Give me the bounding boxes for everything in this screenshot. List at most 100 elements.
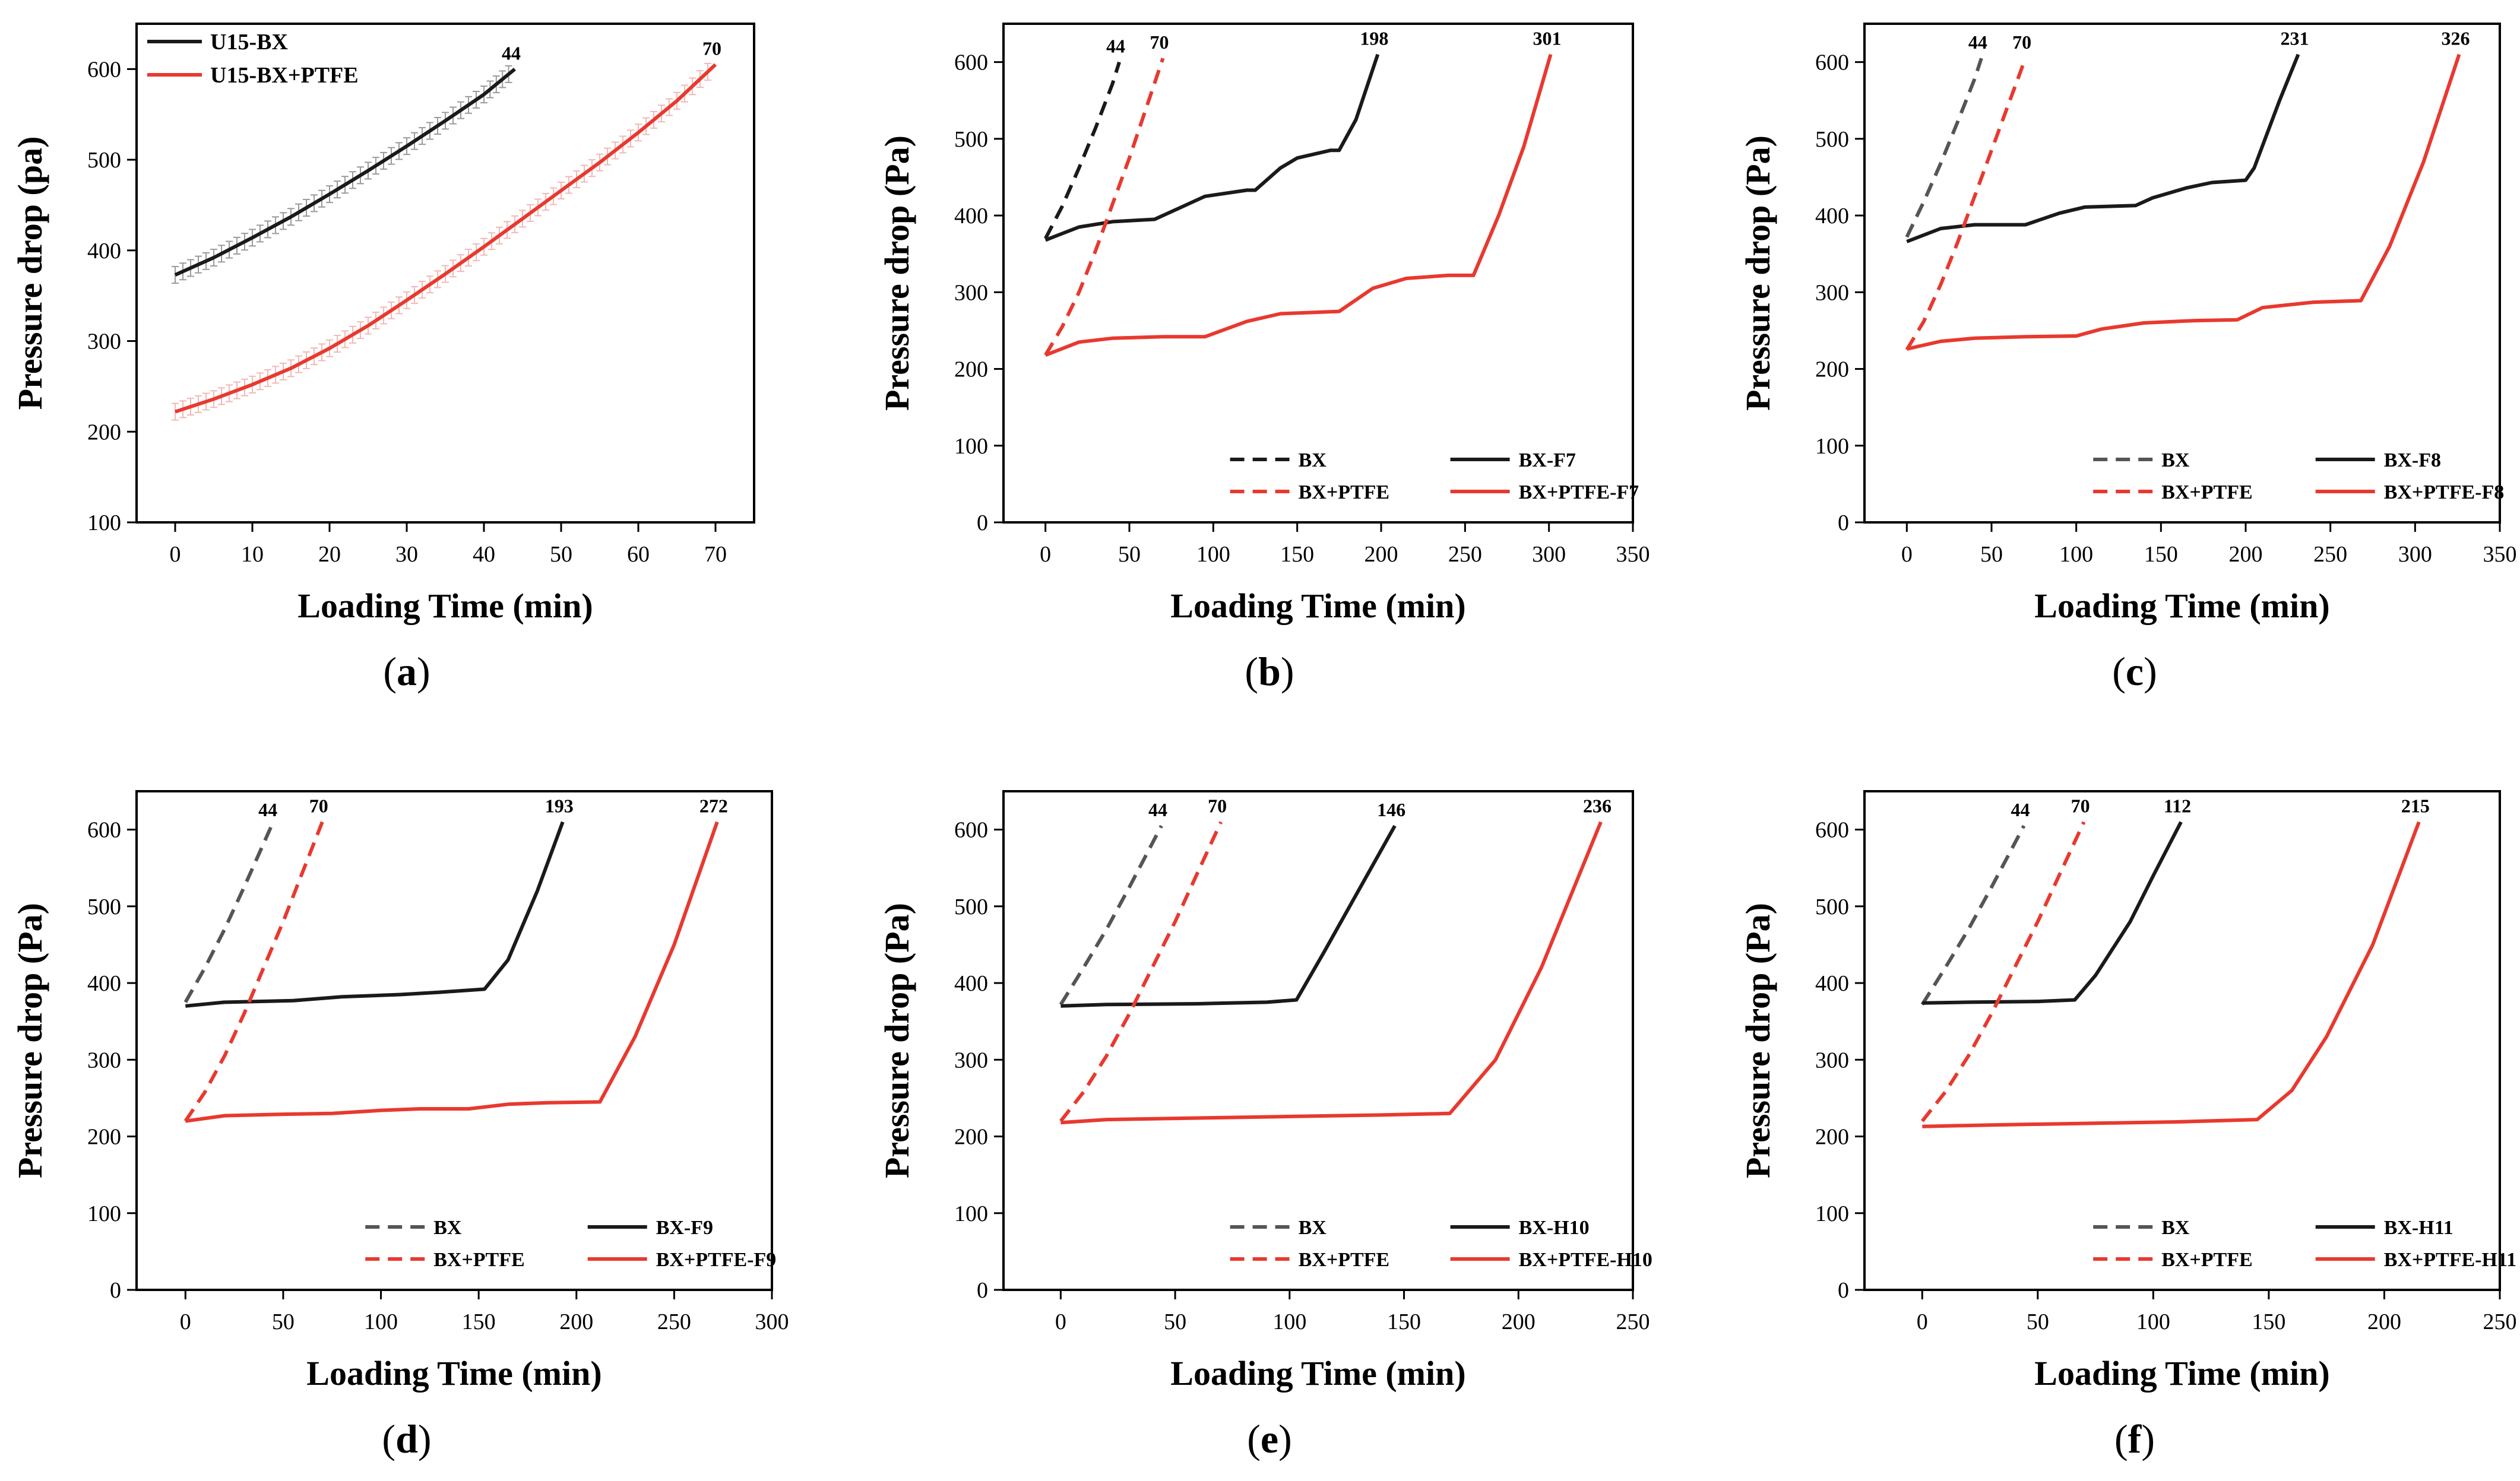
plot-frame bbox=[135, 23, 755, 524]
series-line bbox=[1044, 53, 1553, 357]
end-point-label: 301 bbox=[1533, 28, 1561, 49]
y-tick-label: 300 bbox=[87, 1048, 121, 1073]
y-tick-label: 0 bbox=[1838, 1278, 1849, 1303]
x-tick-label: 250 bbox=[1448, 542, 1482, 567]
x-axis-label: Loading Time (min) bbox=[1170, 1354, 1465, 1393]
x-tick-label: 300 bbox=[755, 1309, 789, 1334]
legend-label: U15-BX bbox=[210, 30, 288, 55]
x-tick-label: 0 bbox=[1055, 1309, 1066, 1334]
x-tick-label: 150 bbox=[2252, 1309, 2285, 1334]
x-axis-label: Loading Time (min) bbox=[306, 1354, 601, 1393]
end-point-label: 198 bbox=[1360, 28, 1388, 49]
x-tick-label: 50 bbox=[550, 542, 572, 567]
chart-c: 0 50 100 150 200 250 300 350 0 100 200 300 400 500 600… bbox=[1739, 23, 2517, 625]
series-line bbox=[175, 63, 717, 414]
series-BX+PTFE-F9: 272 bbox=[185, 795, 728, 1123]
end-point-label: 70 bbox=[309, 795, 328, 817]
x-tick-label: 300 bbox=[2398, 542, 2432, 567]
panel-caption-a: (a) bbox=[383, 649, 430, 694]
legend-label: BX+PTFE-F7 bbox=[1519, 481, 1639, 503]
series-line bbox=[1905, 58, 2027, 351]
series-line bbox=[1906, 53, 2300, 243]
legend: BX BX-F9 BX+PTFE BX+PTFE-F9 bbox=[365, 1217, 776, 1271]
series-line bbox=[1044, 61, 1121, 240]
x-tick-label: 0 bbox=[180, 1309, 191, 1334]
x-tick-label: 300 bbox=[1532, 542, 1566, 567]
y-axis-label: Pressure drop (Pa) bbox=[878, 135, 916, 411]
legend-label: BX+PTFE-F8 bbox=[2384, 481, 2505, 503]
y-tick-label: 500 bbox=[87, 148, 121, 173]
series-line bbox=[183, 821, 324, 1122]
x-tick-label: 200 bbox=[1365, 542, 1398, 567]
x-tick-label: 20 bbox=[318, 542, 341, 567]
series-U15-BX: 44 bbox=[172, 42, 521, 284]
y-tick-label: 0 bbox=[1838, 510, 1849, 535]
end-point-label: 70 bbox=[702, 38, 721, 59]
y-axis-label: Pressure drop (Pa) bbox=[1739, 135, 1777, 411]
series-BX+PTFE: 70 bbox=[1920, 795, 2090, 1122]
x-tick-label: 50 bbox=[1118, 542, 1141, 567]
legend-label: U15-BX+PTFE bbox=[210, 63, 359, 88]
x-tick-label: 250 bbox=[2313, 542, 2347, 567]
series-line bbox=[1044, 53, 1380, 242]
chart-e: 0 50 100 150 200 250 0 100 200 300 400 500 600 Loadin… bbox=[878, 790, 1652, 1393]
series-BX: 44 bbox=[1905, 31, 1987, 238]
y-tick-label: 600 bbox=[954, 818, 988, 843]
x-axis-label: Loading Time (min) bbox=[2034, 586, 2329, 625]
end-point-label: 70 bbox=[2012, 31, 2031, 53]
x-tick-label: 50 bbox=[1164, 1309, 1186, 1334]
end-point-label: 112 bbox=[2164, 795, 2191, 817]
end-point-label: 44 bbox=[1148, 799, 1167, 820]
series-line bbox=[1059, 824, 1163, 1006]
legend: BX BX-H11 BX+PTFE BX+PTFE-H11 bbox=[2093, 1217, 2516, 1271]
series-line bbox=[1044, 58, 1165, 356]
x-tick-label: 250 bbox=[1616, 1309, 1650, 1334]
series-line bbox=[1920, 824, 2026, 1006]
legend: BX BX-H10 BX+PTFE BX+PTFE-H10 bbox=[1230, 1217, 1652, 1271]
x-tick-label: 350 bbox=[2483, 542, 2517, 567]
series-BX: 44 bbox=[1059, 799, 1167, 1006]
x-tick-label: 250 bbox=[2483, 1309, 2517, 1334]
series-BX+PTFE: 70 bbox=[1044, 31, 1169, 356]
y-tick-label: 300 bbox=[1815, 1048, 1849, 1073]
legend-label: BX bbox=[1299, 449, 1327, 471]
series-BX-H10: 146 bbox=[1060, 799, 1405, 1008]
series-line bbox=[1906, 53, 2461, 351]
y-tick-label: 400 bbox=[1815, 204, 1849, 229]
chart-b: 0 50 100 150 200 250 300 350 0 100 200 300 400 500 600… bbox=[878, 23, 1650, 625]
x-tick-label: 150 bbox=[1387, 1309, 1421, 1334]
y-axis-label: Pressure drop (Pa) bbox=[878, 903, 916, 1178]
plot-frame bbox=[1002, 790, 1634, 1291]
chart-f: 0 50 100 150 200 250 0 100 200 300 400 500 600 Loadin… bbox=[1739, 790, 2517, 1393]
end-point-label: 236 bbox=[1583, 795, 1612, 817]
y-tick-label: 200 bbox=[87, 420, 121, 445]
y-tick-label: 200 bbox=[954, 357, 988, 382]
series-BX-F9: 193 bbox=[185, 795, 574, 1008]
y-tick-label: 100 bbox=[1815, 1201, 1849, 1226]
y-tick-label: 400 bbox=[87, 971, 121, 996]
x-tick-label: 150 bbox=[1280, 542, 1314, 567]
y-tick-label: 400 bbox=[87, 239, 121, 264]
panel-caption-b: (b) bbox=[1245, 649, 1294, 694]
y-tick-label: 600 bbox=[87, 57, 121, 82]
end-point-label: 146 bbox=[1377, 799, 1405, 820]
y-tick-label: 600 bbox=[1815, 50, 1849, 75]
y-tick-label: 400 bbox=[954, 971, 988, 996]
legend-label: BX+PTFE bbox=[2161, 481, 2253, 503]
x-tick-label: 0 bbox=[1917, 1309, 1928, 1334]
series-line bbox=[185, 821, 719, 1123]
series-line bbox=[1905, 58, 1983, 238]
series-U15-BX+PTFE: 70 bbox=[172, 38, 721, 421]
legend-label: BX-F9 bbox=[656, 1217, 713, 1239]
y-tick-label: 0 bbox=[977, 1278, 988, 1303]
chart-a: 0 10 20 30 40 50 60 70 100 200 300 400 500 600 Loading… bbox=[11, 23, 755, 625]
y-tick-label: 400 bbox=[954, 204, 988, 229]
legend-label: BX+PTFE bbox=[1299, 481, 1390, 503]
legend-label: BX-F8 bbox=[2384, 449, 2441, 471]
series-BX-H11: 112 bbox=[1922, 795, 2191, 1005]
series-BX: 44 bbox=[1044, 36, 1125, 240]
y-tick-label: 400 bbox=[1815, 971, 1849, 996]
legend-label: BX+PTFE bbox=[433, 1249, 525, 1271]
series-line bbox=[183, 824, 273, 1003]
end-point-label: 44 bbox=[502, 42, 521, 64]
